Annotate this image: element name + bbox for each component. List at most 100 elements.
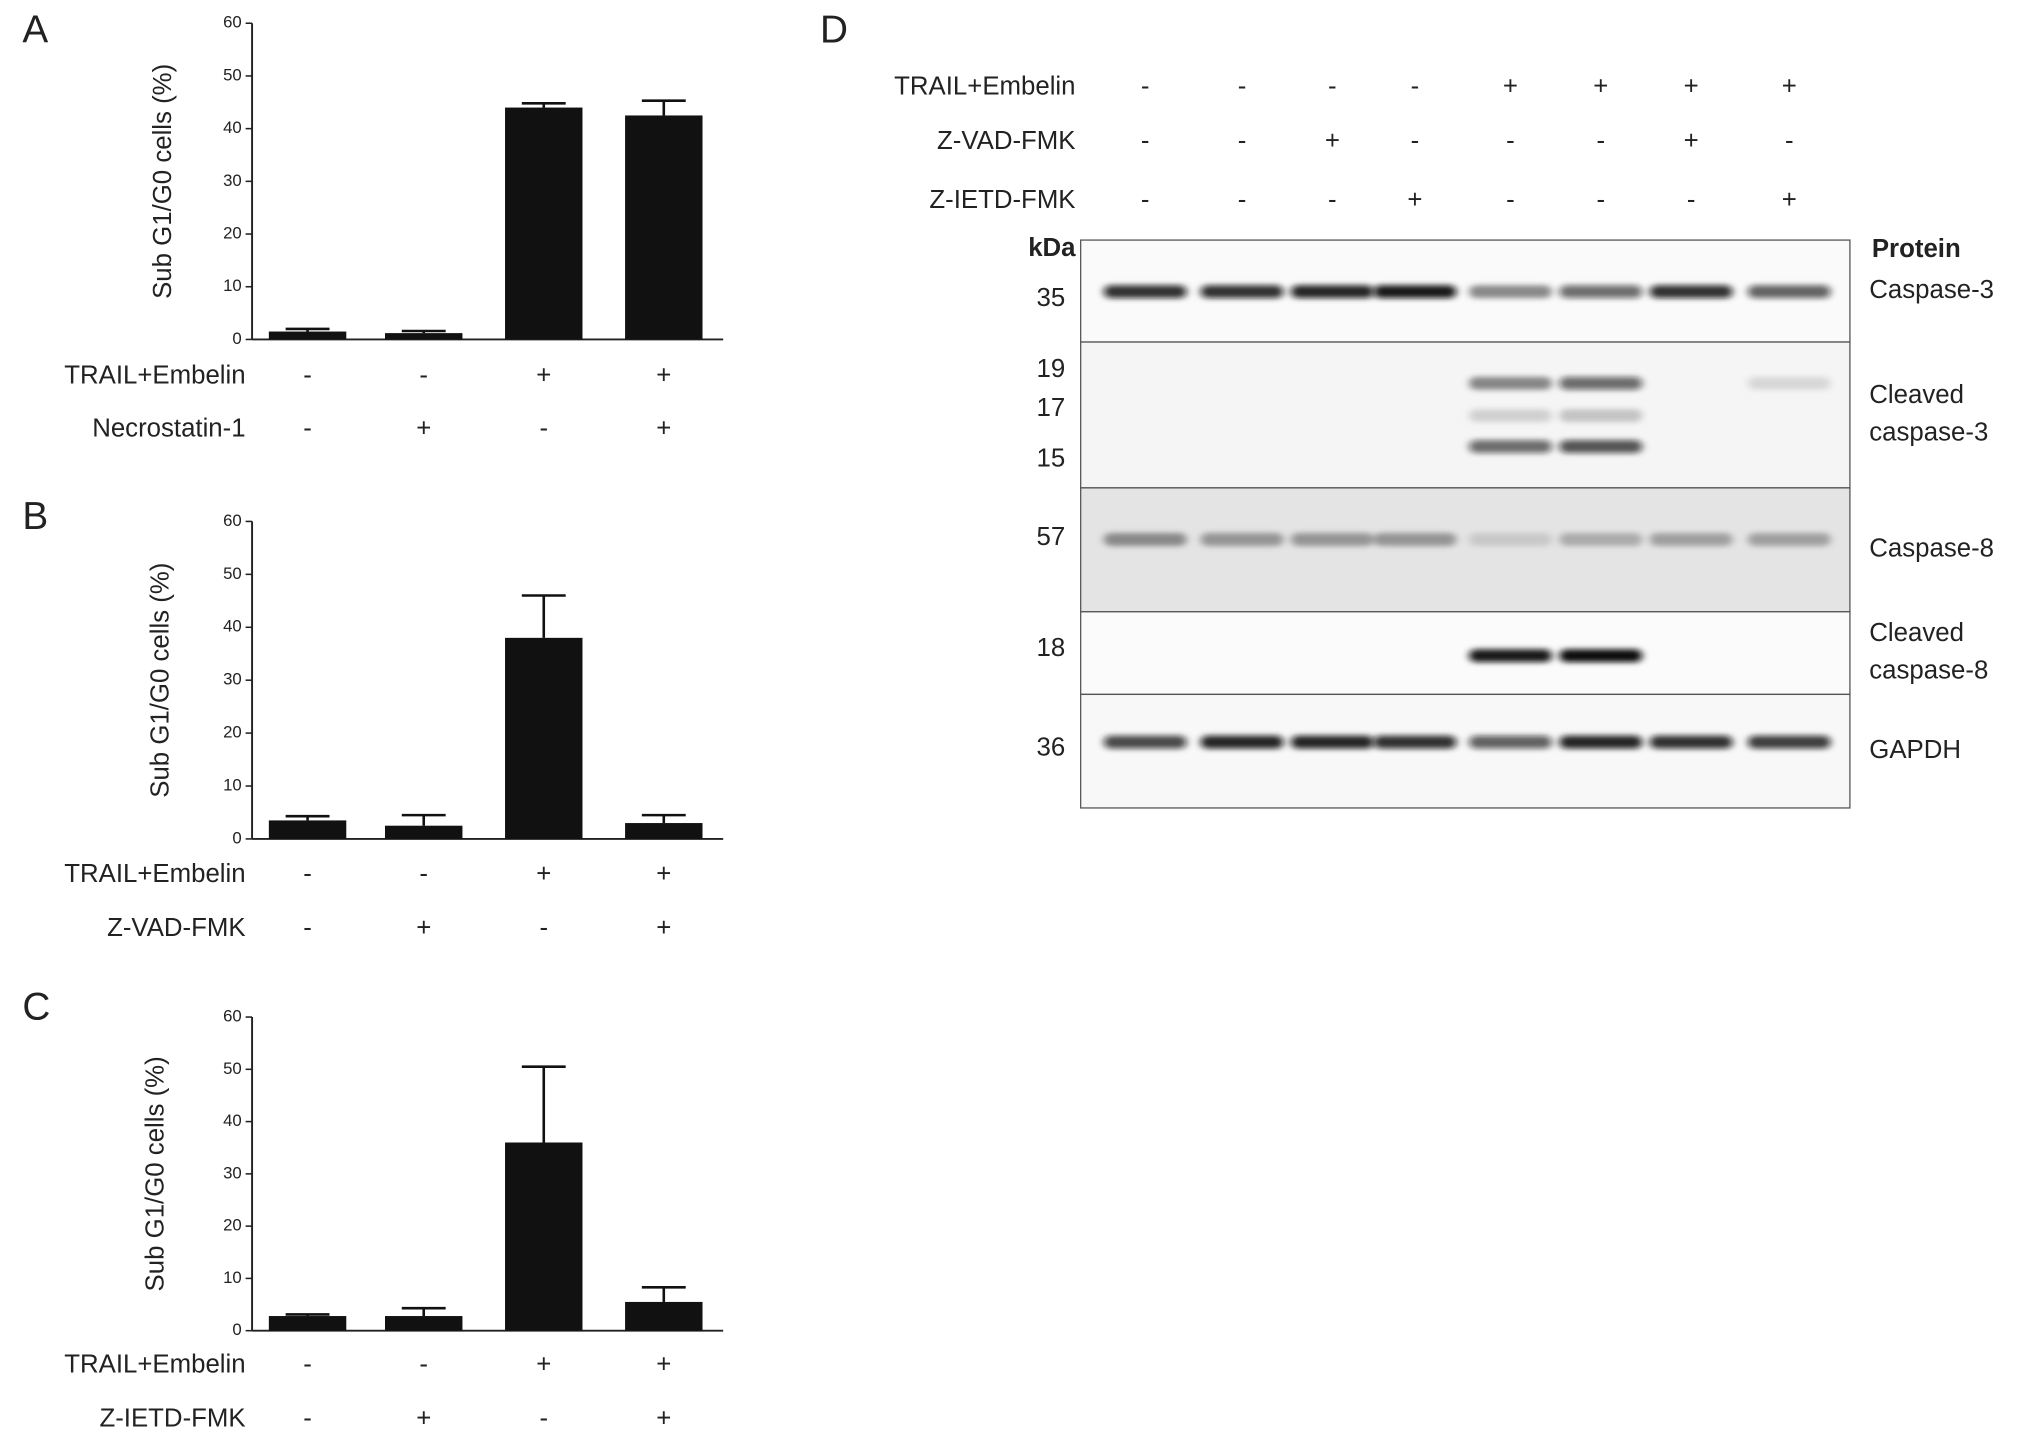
band xyxy=(1104,649,1187,662)
treatment-label: Z-IETD-FMK xyxy=(929,186,1075,214)
band xyxy=(1650,440,1733,453)
treatment-sign: + xyxy=(1782,73,1797,101)
treatment-sign: - xyxy=(1238,73,1247,101)
treatment-sign: - xyxy=(1141,186,1150,214)
condition-sign: + xyxy=(656,914,671,942)
condition-sign: - xyxy=(539,914,548,942)
band xyxy=(1649,533,1733,546)
condition-sign: + xyxy=(656,1350,671,1378)
band xyxy=(1469,735,1552,749)
band xyxy=(1291,649,1374,662)
condition-sign: + xyxy=(656,415,671,443)
y-tick-label: 60 xyxy=(223,1006,242,1025)
condition-label: TRAIL+Embelin xyxy=(64,362,245,390)
band xyxy=(1747,285,1831,299)
y-tick-label: 50 xyxy=(223,1059,242,1078)
panel-label: B xyxy=(22,495,48,538)
kda-marker: 18 xyxy=(1036,634,1065,662)
band xyxy=(1291,533,1374,546)
band xyxy=(1201,440,1284,453)
bar xyxy=(268,1316,347,1331)
y-tick-label: 20 xyxy=(223,223,242,242)
condition-sign: + xyxy=(656,860,671,888)
treatment-label: Z-VAD-FMK xyxy=(937,127,1076,155)
y-tick-label: 0 xyxy=(232,1320,241,1339)
band xyxy=(1650,377,1733,390)
y-tick-label: 40 xyxy=(223,617,242,636)
band xyxy=(1201,409,1284,422)
protein-label: Cleaved xyxy=(1869,381,1964,409)
band xyxy=(1748,649,1831,662)
blot-strip xyxy=(1080,239,1851,343)
y-tick-label: 40 xyxy=(223,118,242,137)
condition-label: TRAIL+Embelin xyxy=(64,1350,245,1378)
kda-marker: 35 xyxy=(1036,284,1065,312)
y-tick-label: 30 xyxy=(223,171,242,190)
y-tick-label: 10 xyxy=(223,276,242,295)
condition-sign: + xyxy=(656,362,671,390)
kda-marker: 57 xyxy=(1036,523,1065,551)
treatment-sign: - xyxy=(1411,127,1420,155)
band xyxy=(1373,735,1457,749)
y-tick-label: 50 xyxy=(223,564,242,583)
y-tick-label: 10 xyxy=(223,1268,242,1287)
band xyxy=(1291,285,1374,299)
condition-sign: - xyxy=(303,914,312,942)
treatment-sign: - xyxy=(1328,73,1337,101)
band xyxy=(1291,735,1374,749)
condition-sign: - xyxy=(303,1350,312,1378)
condition-label: TRAIL+Embelin xyxy=(64,860,245,888)
band xyxy=(1469,285,1552,299)
condition-sign: + xyxy=(536,362,551,390)
bar xyxy=(268,820,347,839)
protein-header: Protein xyxy=(1872,235,1961,263)
panel-label: D xyxy=(820,9,848,52)
treatment-sign: - xyxy=(1328,186,1337,214)
band xyxy=(1559,409,1643,423)
band xyxy=(1201,377,1284,390)
kda-marker: 19 xyxy=(1036,355,1065,383)
treatment-label: TRAIL+Embelin xyxy=(894,73,1075,101)
band xyxy=(1291,440,1374,453)
protein-label: Caspase-8 xyxy=(1869,535,1994,563)
y-tick-label: 10 xyxy=(223,775,242,794)
band xyxy=(1374,649,1457,662)
bar xyxy=(505,637,583,839)
condition-sign: - xyxy=(539,1405,548,1433)
bar xyxy=(385,825,463,839)
band xyxy=(1469,409,1552,423)
bar xyxy=(385,1316,463,1331)
condition-sign: + xyxy=(416,1405,431,1433)
blot-strip xyxy=(1080,611,1851,696)
band xyxy=(1469,376,1552,390)
band xyxy=(1748,440,1831,453)
condition-sign: - xyxy=(303,860,312,888)
band xyxy=(1649,285,1733,299)
condition-label: Z-VAD-FMK xyxy=(107,914,246,942)
treatment-sign: - xyxy=(1687,186,1696,214)
condition-sign: + xyxy=(536,860,551,888)
y-tick-label: 60 xyxy=(223,511,242,530)
band xyxy=(1748,409,1831,422)
y-tick-label: 40 xyxy=(223,1111,242,1130)
treatment-sign: - xyxy=(1785,127,1794,155)
treatment-sign: - xyxy=(1597,127,1606,155)
bar xyxy=(268,331,347,340)
condition-sign: - xyxy=(419,1350,428,1378)
condition-sign: + xyxy=(416,415,431,443)
panel-label: A xyxy=(22,9,48,52)
bar xyxy=(385,333,463,340)
condition-sign: + xyxy=(656,1405,671,1433)
treatment-sign: + xyxy=(1684,127,1699,155)
condition-sign: - xyxy=(419,362,428,390)
band xyxy=(1469,440,1552,454)
kda-marker: 15 xyxy=(1036,444,1065,472)
y-axis-label: Sub G1/G0 cells (%) xyxy=(141,1056,169,1291)
blot-strip xyxy=(1080,693,1851,809)
band xyxy=(1747,735,1831,749)
treatment-sign: + xyxy=(1503,73,1518,101)
kda-header: kDa xyxy=(1028,234,1076,262)
condition-sign: - xyxy=(303,362,312,390)
y-tick-label: 60 xyxy=(223,13,242,32)
